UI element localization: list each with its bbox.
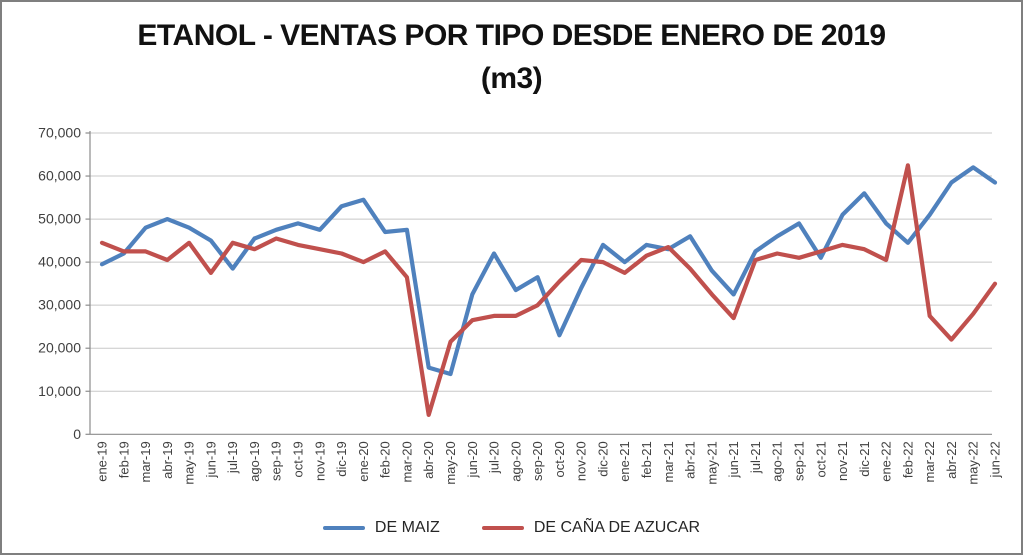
x-axis-label: feb-22 [900, 441, 915, 478]
x-axis-label: feb-20 [378, 441, 393, 478]
x-axis-label: ene-20 [356, 441, 371, 481]
legend-label: DE CAÑA DE AZUCAR [533, 519, 701, 536]
x-axis-label: mar-20 [399, 441, 414, 482]
x-axis-label: may-19 [182, 441, 197, 484]
x-axis-label: ago-21 [770, 441, 785, 481]
chart-title: ETANOL - VENTAS POR TIPO DESDE ENERO DE … [2, 14, 1021, 100]
x-axis-label: ene-21 [617, 441, 632, 481]
x-axis-label: may-20 [443, 441, 458, 484]
y-axis-label: 70,000 [38, 125, 81, 141]
x-axis-label: dic-19 [334, 441, 349, 476]
x-axis-label: oct-19 [291, 441, 306, 477]
x-axis-label: ene-19 [95, 441, 110, 481]
x-axis-label: jul-21 [748, 441, 763, 474]
x-axis-label: nov-19 [312, 441, 327, 481]
x-axis-label: nov-20 [574, 441, 589, 481]
chart-legend: DE MAIZ DE CAÑA DE AZUCAR [2, 519, 1021, 537]
y-axis-label: 50,000 [38, 211, 81, 227]
chart-canvas: 0 10,000 20,000 30,000 40,000 50,000 60,000 70,… [38, 125, 1003, 485]
y-axis-label: 20,000 [38, 340, 81, 356]
x-axis-label: ago-19 [247, 441, 262, 481]
x-axis-label: oct-21 [813, 441, 828, 477]
y-axis-label: 10,000 [38, 383, 81, 399]
x-axis-label: jun-21 [726, 441, 741, 478]
x-axis-label: jun-22 [988, 441, 1003, 478]
x-axis-label: jun-19 [203, 441, 218, 478]
x-axis-label: abr-19 [160, 441, 175, 479]
x-axis-label: dic-20 [595, 441, 610, 476]
legend-label: DE MAIZ [374, 519, 440, 536]
x-axis-label: abr-20 [421, 441, 436, 479]
x-axis-label: nov-21 [835, 441, 850, 481]
legend-line-sample-blue [322, 526, 365, 530]
x-axis-label: jun-20 [465, 441, 480, 478]
legend-line-sample-red [481, 526, 524, 530]
y-axis-label: 30,000 [38, 297, 81, 313]
x-axis-label: sep-19 [269, 441, 284, 481]
y-axis-label: 0 [73, 426, 81, 442]
x-axis-label: oct-20 [552, 441, 567, 477]
legend-item-de-cana-de-azucar: DE CAÑA DE AZUCAR [481, 519, 701, 537]
x-axis-label: may-22 [966, 441, 981, 484]
y-axis-label: 60,000 [38, 168, 81, 184]
x-axis-label: abr-22 [944, 441, 959, 479]
chart-title-line1: ETANOL - VENTAS POR TIPO DESDE ENERO DE … [137, 19, 886, 52]
x-axis-label: ene-22 [879, 441, 894, 481]
x-axis-label: feb-21 [639, 441, 654, 478]
x-axis-label: mar-22 [922, 441, 937, 482]
legend-item-de-maiz: DE MAIZ [322, 519, 440, 537]
y-axis-label: 40,000 [38, 254, 81, 270]
x-axis-label: feb-19 [116, 441, 131, 478]
series-line-de-maiz [99, 165, 998, 377]
x-axis-label: mar-21 [661, 441, 676, 482]
series-line-de-ca-a-de-azucar [99, 163, 998, 417]
x-axis-label: sep-20 [530, 441, 545, 481]
x-axis-label: may-21 [704, 441, 719, 484]
chart-title-line2: (m3) [480, 62, 543, 95]
x-axis-label: mar-19 [138, 441, 153, 482]
x-axis-label: jul-19 [225, 441, 240, 474]
x-axis-label: jul-20 [487, 441, 502, 474]
x-axis-label: ago-20 [508, 441, 523, 481]
x-axis-label: dic-21 [857, 441, 872, 476]
x-axis-label: abr-21 [683, 441, 698, 479]
x-axis-label: sep-21 [791, 441, 806, 481]
